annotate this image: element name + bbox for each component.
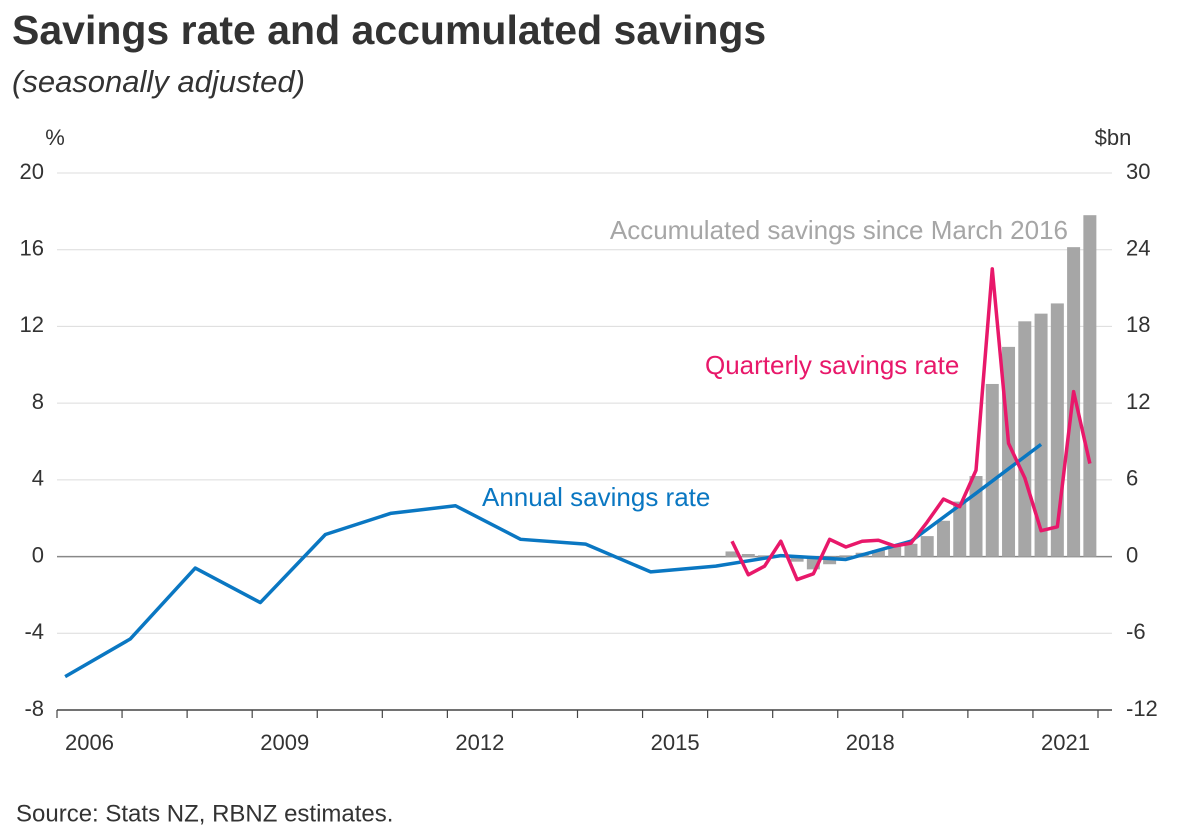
chart-subtitle: (seasonally adjusted) <box>12 64 305 99</box>
x-tick-label: 2018 <box>846 730 895 755</box>
x-tick-label: 2015 <box>651 730 700 755</box>
bar <box>985 383 999 557</box>
series-label: Accumulated savings since March 2016 <box>610 215 1068 245</box>
x-tick-label: 2012 <box>455 730 504 755</box>
series-line <box>730 267 1092 582</box>
x-tick-label: 2021 <box>1041 730 1090 755</box>
bar <box>888 546 902 557</box>
series-label: Annual savings rate <box>482 482 710 512</box>
bar <box>936 520 950 557</box>
y2-tick-label: 18 <box>1126 312 1150 337</box>
bar <box>839 555 853 557</box>
bar <box>823 556 837 565</box>
y-tick-label: -8 <box>24 696 44 721</box>
chart-title: Savings rate and accumulated savings <box>12 7 766 53</box>
bar <box>758 555 772 557</box>
y2-tick-label: 6 <box>1126 466 1138 491</box>
bar <box>871 550 885 557</box>
bar <box>904 543 918 557</box>
source-note: Source: Stats NZ, RBNZ estimates. <box>16 800 393 827</box>
y2-tick-label: -12 <box>1126 696 1158 721</box>
y2-tick-label: 24 <box>1126 236 1150 261</box>
bar <box>741 554 755 557</box>
bar <box>790 556 804 562</box>
y-tick-label: 16 <box>20 236 44 261</box>
bar <box>1083 215 1097 557</box>
y-tick-label: -4 <box>24 619 44 644</box>
bar <box>725 551 739 557</box>
y2-tick-label: 12 <box>1126 389 1150 414</box>
series-line <box>64 442 1043 679</box>
y-axis-unit: % <box>45 125 65 150</box>
series-label: Quarterly savings rate <box>705 350 959 380</box>
y-tick-label: 0 <box>32 542 44 567</box>
y-tick-label: 12 <box>20 312 44 337</box>
x-tick-label: 2009 <box>260 730 309 755</box>
y-tick-label: 4 <box>32 466 44 491</box>
bar <box>1034 313 1048 557</box>
y2-tick-label: 0 <box>1126 542 1138 567</box>
y-tick-label: 20 <box>20 159 44 184</box>
y2-tick-label: -6 <box>1126 619 1146 644</box>
bar <box>953 501 967 557</box>
x-tick-label: 2006 <box>65 730 114 755</box>
bar <box>1018 321 1032 557</box>
y2-tick-label: 30 <box>1126 159 1150 184</box>
y2-axis-unit: $bn <box>1095 125 1132 150</box>
bar <box>920 536 934 557</box>
y-tick-label: 8 <box>32 389 44 414</box>
